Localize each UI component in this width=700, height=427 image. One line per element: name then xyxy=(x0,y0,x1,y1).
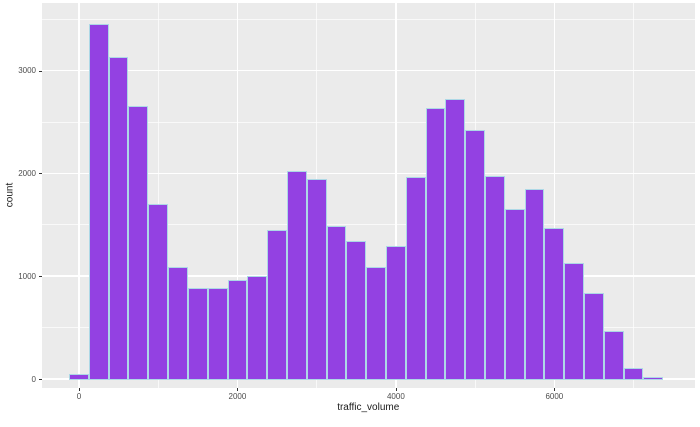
histogram-bar xyxy=(564,263,585,380)
histogram-bar xyxy=(286,170,307,380)
y-tick-mark xyxy=(39,173,42,175)
histogram-bar xyxy=(88,23,109,380)
x-tick-label: 4000 xyxy=(386,392,405,401)
histogram-bar xyxy=(623,367,644,380)
gridline-major-vertical xyxy=(78,3,80,388)
histogram-bar xyxy=(425,107,446,380)
histogram-bar xyxy=(227,279,248,380)
histogram-bar xyxy=(504,209,525,380)
gridline-minor-horizontal xyxy=(41,121,695,123)
y-tick-label: 2000 xyxy=(18,168,36,178)
x-tick-mark xyxy=(554,388,556,391)
histogram-bar xyxy=(346,240,367,380)
histogram-bar xyxy=(524,189,545,380)
histogram-bar xyxy=(267,229,287,380)
x-tick-mark xyxy=(237,388,239,391)
histogram-bar xyxy=(544,227,565,380)
y-tick-label: 1000 xyxy=(18,271,36,281)
x-axis-title: traffic_volume xyxy=(337,402,400,413)
gridline-minor-vertical xyxy=(633,3,634,388)
histogram-bar xyxy=(168,266,188,380)
histogram-bar xyxy=(108,57,129,380)
gridline-major-horizontal xyxy=(41,69,695,72)
x-tick-mark xyxy=(395,388,397,391)
histogram-bar xyxy=(148,203,169,380)
gridline-major-vertical xyxy=(553,3,556,388)
x-tick-label: 6000 xyxy=(545,392,564,401)
y-tick-label: 0 xyxy=(31,374,36,384)
gridline-major-vertical xyxy=(395,3,397,388)
histogram-bar xyxy=(187,287,208,380)
gridline-minor-horizontal xyxy=(41,224,695,226)
histogram-bar xyxy=(584,292,604,380)
gridline-minor-vertical xyxy=(157,3,159,388)
histogram-bar xyxy=(247,276,268,380)
gridline-major-vertical xyxy=(236,3,239,388)
histogram-bar xyxy=(69,373,89,380)
x-tick-label: 0 xyxy=(76,392,82,401)
histogram-bar xyxy=(366,266,386,380)
plot-panel xyxy=(41,3,695,388)
y-tick-mark xyxy=(39,276,42,278)
gridline-minor-horizontal xyxy=(41,18,695,20)
histogram-bar xyxy=(465,130,486,380)
histogram-bar xyxy=(306,178,327,380)
y-tick-mark xyxy=(39,379,42,380)
histogram-bar xyxy=(326,226,347,380)
histogram-bar xyxy=(445,98,466,380)
gridline-major-horizontal xyxy=(41,172,695,175)
histogram-bar xyxy=(128,106,149,380)
histogram-bar xyxy=(385,246,406,380)
histogram-bar xyxy=(485,175,505,380)
x-tick-label: 2000 xyxy=(228,392,247,401)
y-axis-title: count xyxy=(4,182,16,208)
x-tick-mark xyxy=(78,388,80,391)
histogram-bar xyxy=(643,377,664,380)
histogram-bar xyxy=(207,287,228,380)
y-tick-label: 3000 xyxy=(18,66,36,76)
histogram-bar xyxy=(405,177,426,380)
y-tick-mark xyxy=(39,70,42,72)
histogram-bar xyxy=(603,330,624,380)
